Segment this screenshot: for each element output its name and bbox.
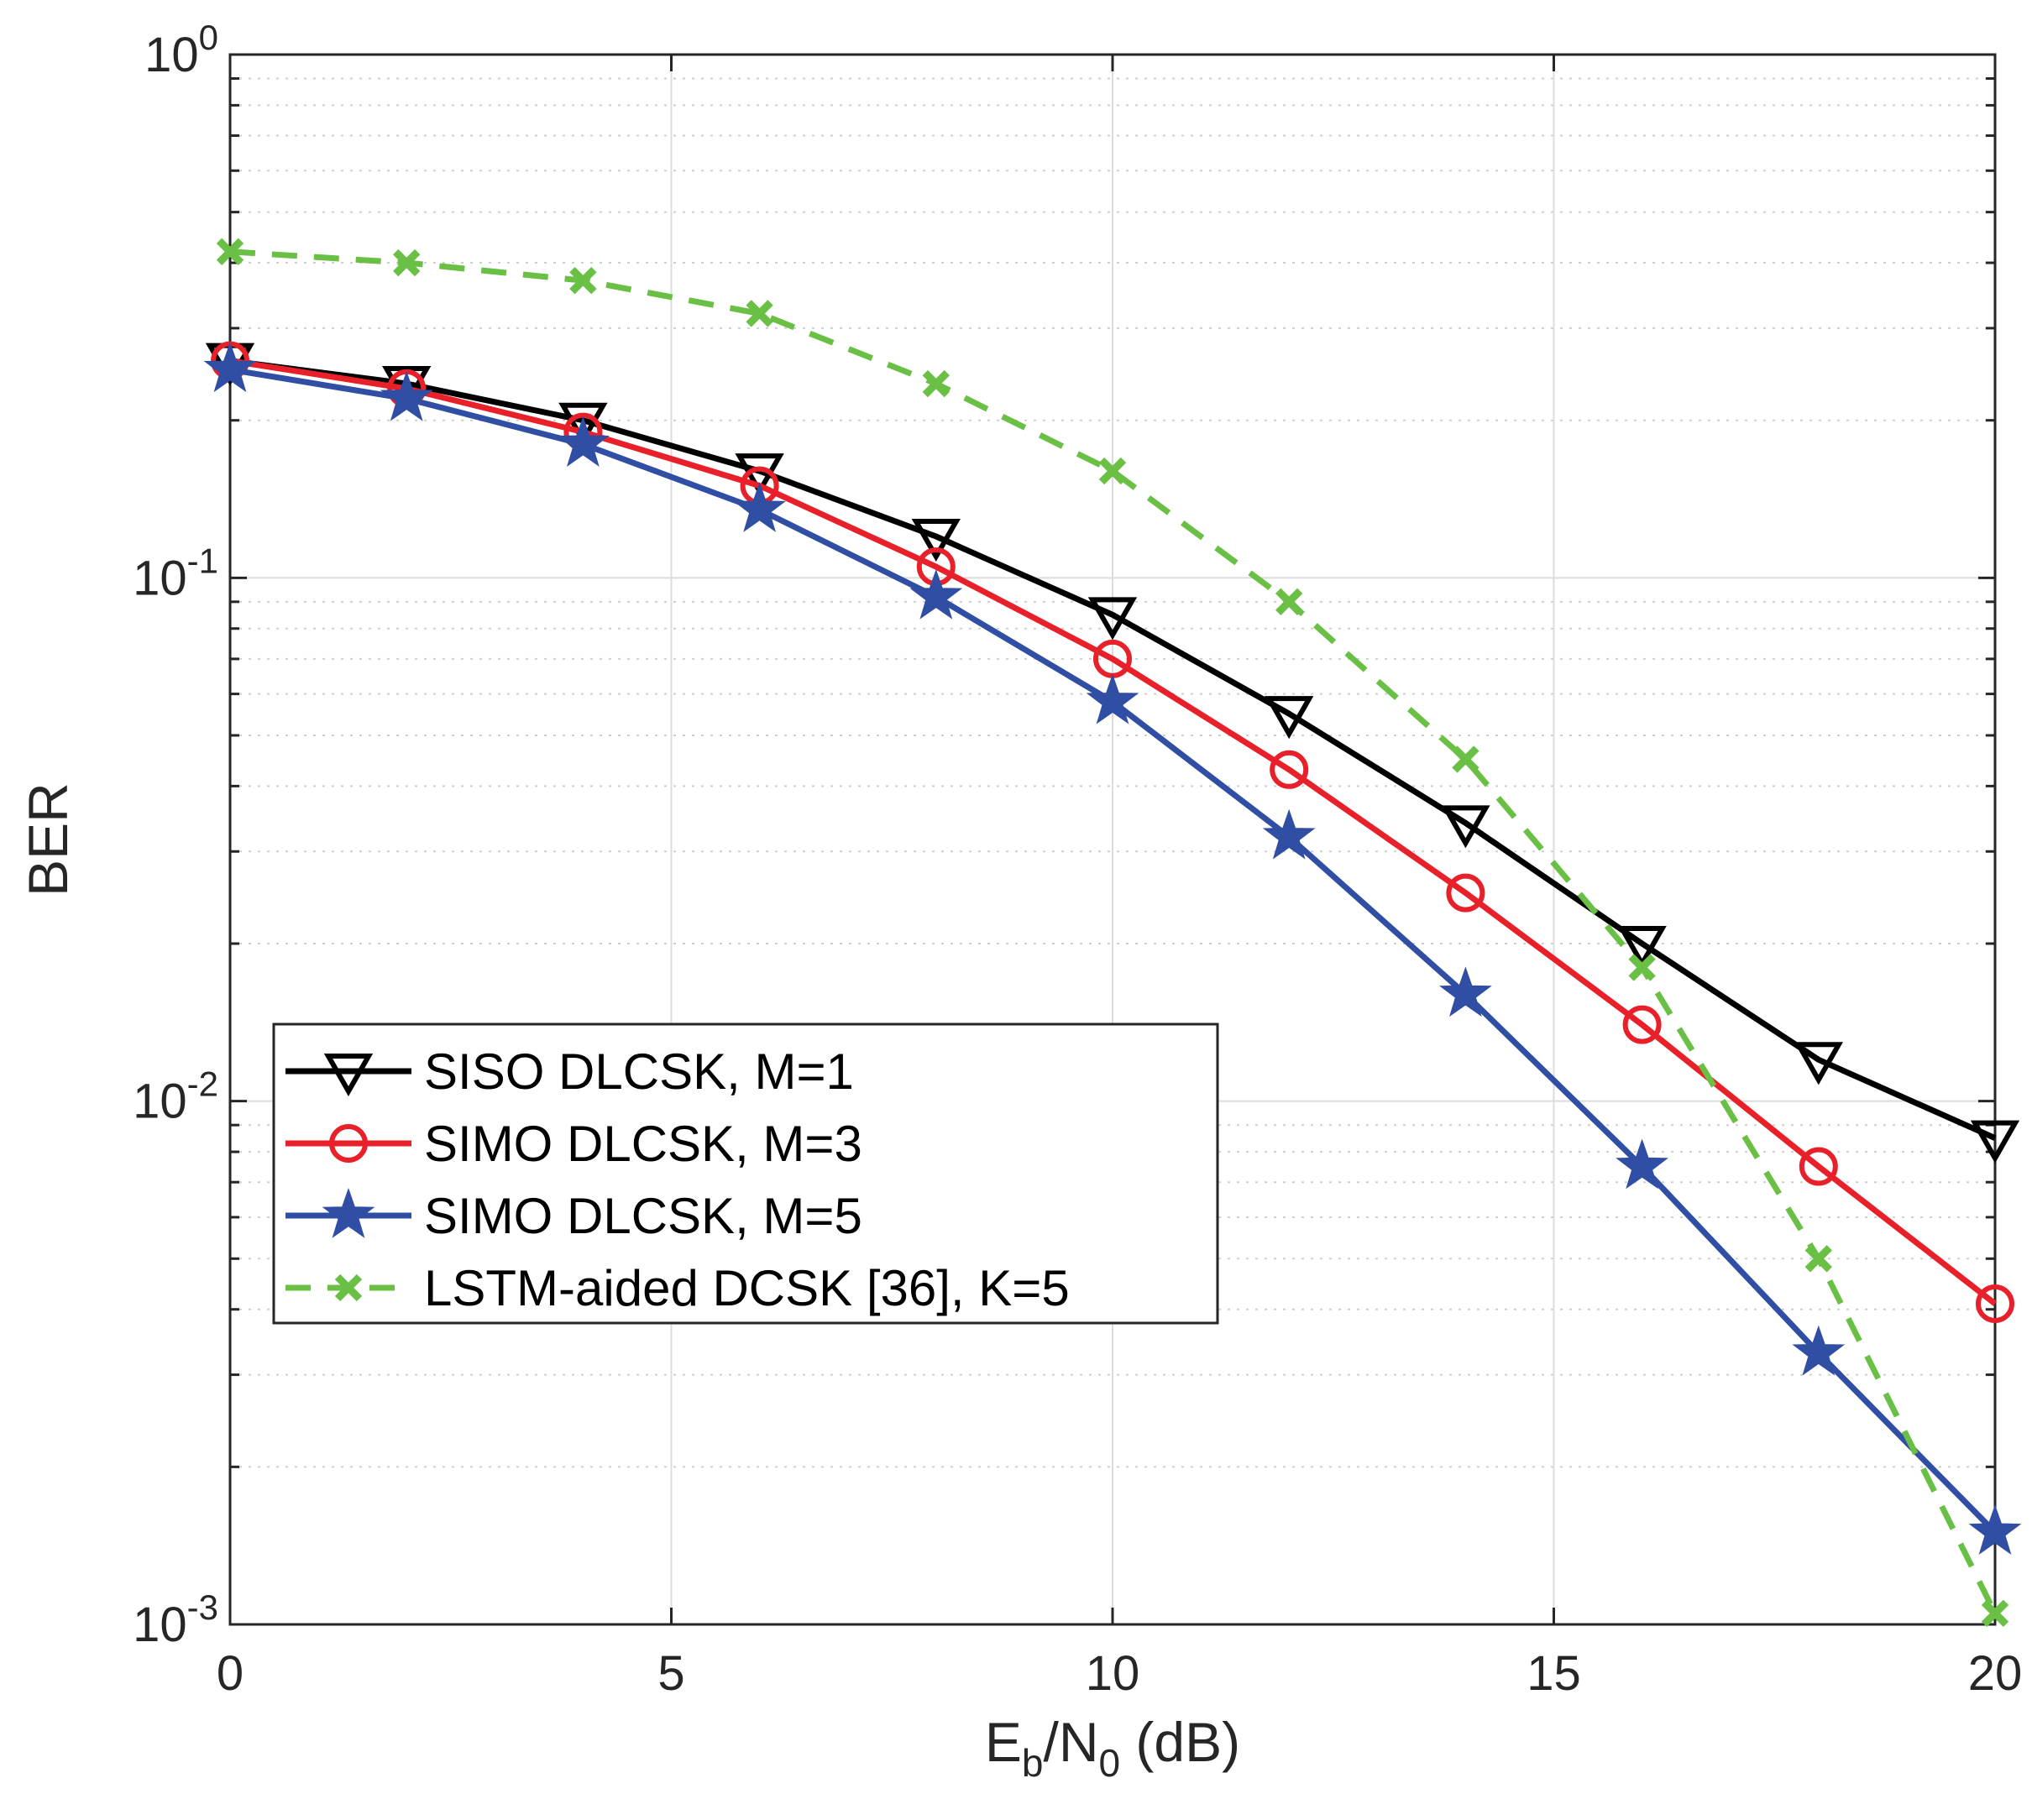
data-point-marker	[1087, 597, 1138, 641]
y-tick-base: 10	[133, 1075, 187, 1129]
marker-stroke	[216, 238, 244, 266]
data-point-marker	[393, 248, 421, 277]
y-tick-base: 10	[133, 551, 187, 605]
data-point-marker	[1804, 1245, 1832, 1273]
y-tick-exponent: -2	[187, 1064, 218, 1104]
series-line	[229, 358, 1998, 1306]
y-tick-label: 10-2	[133, 1064, 218, 1129]
data-point-marker	[1976, 1284, 2014, 1324]
series-line	[229, 358, 1997, 1141]
series-1	[205, 343, 2020, 1164]
data-point-marker	[558, 402, 608, 446]
data-point-marker	[1617, 926, 1667, 970]
marker-stroke	[334, 1273, 363, 1302]
x-axis-title-sub-0: 0	[1099, 1741, 1121, 1785]
marker-stroke	[569, 266, 597, 295]
legend: SISO DLCSK, M=1 SIMO DLCSK, M=3 SIMO DLCSK…	[272, 1022, 1219, 1325]
data-point-marker	[1265, 696, 1314, 740]
data-point-marker	[1275, 588, 1303, 616]
data-point-marker	[203, 342, 257, 393]
legend-label: SIMO DLCSK, M=3	[424, 1116, 862, 1172]
legend-entry: SIMO DLCSK, M=3	[285, 1116, 862, 1172]
data-point-marker	[1968, 1504, 2022, 1555]
marker-stroke	[1452, 745, 1479, 773]
data-point-marker	[1799, 1147, 1838, 1186]
x-tick-label: 0	[217, 1646, 244, 1701]
data-point-marker	[1446, 873, 1485, 913]
data-point-marker	[733, 482, 786, 532]
series-group	[203, 238, 2022, 1627]
data-point-marker	[1628, 954, 1656, 981]
x-axis-title: Eb/N0 (dB)	[985, 1711, 1240, 1785]
data-point-marker	[1970, 1120, 2020, 1164]
data-point-marker	[1452, 745, 1479, 773]
x-tick-label: 20	[1968, 1646, 2023, 1701]
data-point-marker	[557, 416, 610, 467]
data-point-marker	[1098, 457, 1127, 485]
data-point-marker	[323, 1054, 374, 1097]
x-axis-title-unit: (dB)	[1120, 1711, 1240, 1773]
data-point-marker	[746, 300, 773, 327]
marker-stroke	[1275, 588, 1303, 616]
y-tick-exponent: -1	[187, 541, 218, 580]
x-axis-title-mid: /N	[1044, 1711, 1099, 1773]
y-tick-label: 10-3	[133, 1587, 218, 1652]
y-tick-label: 100	[144, 18, 218, 82]
axes	[228, 53, 1997, 1626]
data-point-marker	[329, 1124, 368, 1163]
marker-stroke	[746, 300, 773, 327]
data-point-marker	[1794, 1042, 1843, 1085]
y-tick-exponent: -3	[187, 1587, 218, 1627]
y-tick-label: 10-1	[133, 541, 218, 605]
data-point-marker	[334, 1273, 363, 1302]
marker-stroke	[1981, 1599, 2009, 1627]
data-point-marker	[1270, 750, 1309, 789]
marker-stroke	[1098, 457, 1127, 485]
data-point-marker	[569, 266, 597, 295]
x-tick-label: 5	[657, 1646, 684, 1701]
data-point-marker	[1441, 805, 1490, 849]
series-line	[229, 248, 1998, 1615]
y-tick-base: 10	[144, 28, 199, 82]
x-tick-label: 10	[1086, 1646, 1140, 1701]
y-tick-base: 10	[133, 1598, 187, 1652]
data-point-marker	[380, 370, 433, 421]
data-point-marker	[1262, 808, 1316, 860]
legend-entry: SISO DLCSK, M=1	[285, 1043, 854, 1100]
legend-label: SISO DLCSK, M=1	[424, 1043, 854, 1100]
x-tick-label: 15	[1527, 1646, 1581, 1701]
marker-stroke	[1628, 954, 1656, 981]
data-point-marker	[216, 238, 244, 266]
marker-stroke	[393, 248, 421, 277]
data-point-marker	[322, 1187, 375, 1238]
series-4	[216, 238, 2009, 1627]
data-point-marker	[1981, 1599, 2009, 1627]
data-point-marker	[909, 568, 963, 620]
data-point-marker	[911, 518, 961, 562]
legend-label: LSTM-aided DCSK [36], K=5	[424, 1260, 1070, 1316]
data-point-marker	[1792, 1325, 1846, 1376]
legend-entry: SIMO DLCSK, M=5	[285, 1187, 862, 1244]
legend-entry: LSTM-aided DCSK [36], K=5	[285, 1260, 1070, 1316]
x-axis-title-sub-b: b	[1022, 1741, 1044, 1785]
data-point-marker	[1439, 966, 1492, 1017]
y-tick-exponent: 0	[199, 18, 218, 57]
data-point-marker	[1622, 1005, 1662, 1044]
data-point-marker	[1616, 1138, 1668, 1190]
data-point-marker	[1086, 673, 1139, 724]
legend-box	[272, 1022, 1219, 1325]
marker-stroke	[922, 369, 950, 398]
y-axis-title: BER	[17, 782, 79, 897]
series-3	[203, 342, 2022, 1555]
marker-stroke	[1804, 1245, 1832, 1273]
x-axis-title-main: E	[985, 1711, 1022, 1773]
legend-label: SIMO DLCSK, M=5	[424, 1188, 862, 1244]
data-point-marker	[922, 369, 950, 398]
